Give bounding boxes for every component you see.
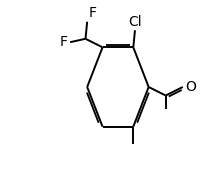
Text: Cl: Cl xyxy=(128,15,142,29)
Text: F: F xyxy=(59,35,67,49)
Text: F: F xyxy=(89,6,97,20)
Text: O: O xyxy=(185,80,196,94)
